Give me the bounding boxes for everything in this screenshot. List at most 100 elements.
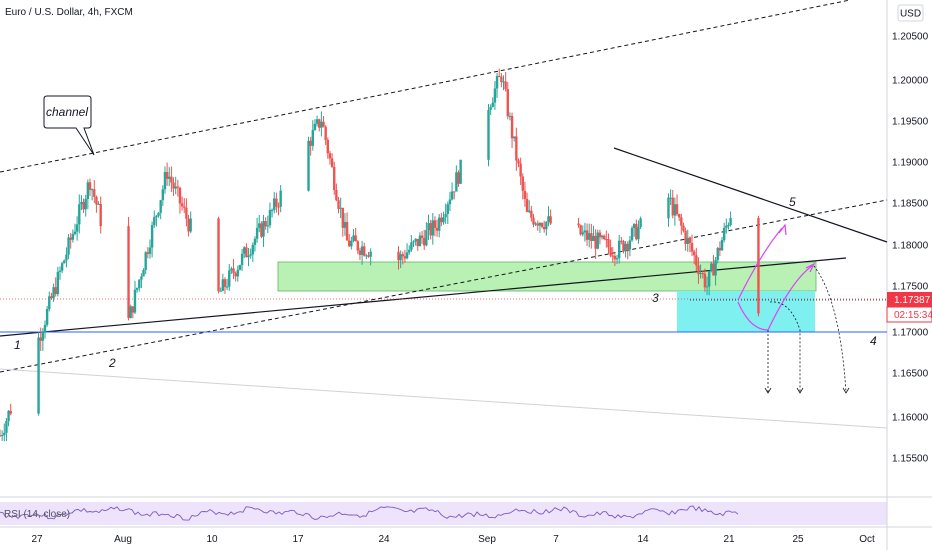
candle-body[interactable] xyxy=(498,76,501,78)
target-zone[interactable] xyxy=(677,291,815,332)
candle-body[interactable] xyxy=(459,159,462,184)
candle-body[interactable] xyxy=(594,235,597,249)
candle-body[interactable] xyxy=(620,240,623,242)
candle-body[interactable] xyxy=(360,246,364,255)
candle-body[interactable] xyxy=(412,241,415,243)
candle-body[interactable] xyxy=(273,198,276,210)
candle-body[interactable] xyxy=(688,237,692,244)
candle-body[interactable] xyxy=(363,246,366,256)
candle-body[interactable] xyxy=(185,207,188,219)
candle-body[interactable] xyxy=(157,212,160,216)
candle-body[interactable] xyxy=(168,176,171,179)
candle-body[interactable] xyxy=(161,189,165,201)
candle-body[interactable] xyxy=(73,231,77,235)
candle-body[interactable] xyxy=(260,223,263,237)
candle-body[interactable] xyxy=(69,237,72,240)
candle-body[interactable] xyxy=(133,289,137,313)
candle-body[interactable] xyxy=(313,123,317,130)
candle-body[interactable] xyxy=(275,198,278,207)
candle-body[interactable] xyxy=(592,235,595,241)
candle-body[interactable] xyxy=(519,163,522,177)
candle-body[interactable] xyxy=(140,276,143,280)
candle-body[interactable] xyxy=(707,270,711,287)
candle-body[interactable] xyxy=(39,337,42,341)
candle-body[interactable] xyxy=(337,200,340,209)
candle-body[interactable] xyxy=(82,201,85,210)
candle-body[interactable] xyxy=(165,171,169,179)
candle-body[interactable] xyxy=(607,239,610,248)
candle-body[interactable] xyxy=(502,81,505,83)
projection-down-path[interactable] xyxy=(737,301,769,331)
candle-body[interactable] xyxy=(238,264,242,270)
candle-body[interactable] xyxy=(97,203,100,205)
candle-body[interactable] xyxy=(9,410,12,414)
candle-body[interactable] xyxy=(710,263,713,271)
candle-body[interactable] xyxy=(425,230,428,246)
candle-body[interactable] xyxy=(587,233,591,240)
candle-body[interactable] xyxy=(403,256,407,259)
candle-body[interactable] xyxy=(251,244,255,255)
candle-body[interactable] xyxy=(225,286,229,288)
candle-body[interactable] xyxy=(7,410,10,422)
candle-body[interactable] xyxy=(613,255,617,260)
candle-body[interactable] xyxy=(611,255,614,257)
candle-body[interactable] xyxy=(532,217,535,225)
candle-body[interactable] xyxy=(174,186,177,189)
candle-body[interactable] xyxy=(37,337,40,414)
candle-body[interactable] xyxy=(615,258,619,260)
candle-body[interactable] xyxy=(88,182,92,190)
candle-body[interactable] xyxy=(178,187,182,204)
candle-body[interactable] xyxy=(542,226,546,230)
candle-body[interactable] xyxy=(52,287,55,299)
channel-lower-line[interactable] xyxy=(0,199,888,373)
candle-body[interactable] xyxy=(583,230,587,233)
candle-body[interactable] xyxy=(577,223,580,226)
candle-body[interactable] xyxy=(155,215,158,218)
candle-body[interactable] xyxy=(48,296,51,309)
candle-body[interactable] xyxy=(326,139,330,154)
candle-body[interactable] xyxy=(159,200,162,213)
candle-body[interactable] xyxy=(219,290,222,292)
price-axis[interactable]: USD 1.20500 1.20000 1.19500 1.19000 1.18… xyxy=(886,4,932,465)
channel-callout[interactable]: channel xyxy=(43,95,95,156)
candle-body[interactable] xyxy=(440,217,443,223)
candle-body[interactable] xyxy=(442,217,445,223)
candle-body[interactable] xyxy=(245,247,248,258)
candle-body[interactable] xyxy=(279,190,282,207)
candle-body[interactable] xyxy=(579,225,582,235)
candle-body[interactable] xyxy=(433,220,437,228)
candle-body[interactable] xyxy=(510,115,514,139)
candle-body[interactable] xyxy=(690,243,694,252)
candle-body[interactable] xyxy=(729,218,732,226)
candle-body[interactable] xyxy=(515,136,518,161)
candle-body[interactable] xyxy=(699,273,702,275)
candle-body[interactable] xyxy=(5,421,8,433)
candle-body[interactable] xyxy=(725,225,728,228)
candle-body[interactable] xyxy=(410,242,413,250)
candle-body[interactable] xyxy=(508,115,512,117)
candle-body[interactable] xyxy=(324,126,327,140)
candle-body[interactable] xyxy=(408,249,411,253)
candle-body[interactable] xyxy=(217,218,220,292)
candle-body[interactable] xyxy=(716,247,719,261)
candle-body[interactable] xyxy=(266,225,270,227)
candle-body[interactable] xyxy=(635,223,638,240)
candle-body[interactable] xyxy=(138,279,141,288)
candle-body[interactable] xyxy=(423,238,426,246)
candle-body[interactable] xyxy=(714,260,717,276)
candle-body[interactable] xyxy=(333,166,336,191)
candle-body[interactable] xyxy=(420,235,424,239)
candle-body[interactable] xyxy=(448,199,452,205)
candle-body[interactable] xyxy=(268,209,272,226)
candle-body[interactable] xyxy=(350,240,353,247)
candle-body[interactable] xyxy=(255,227,259,239)
candle-body[interactable] xyxy=(617,240,621,259)
candle-body[interactable] xyxy=(630,228,634,241)
candle-body[interactable] xyxy=(56,271,60,295)
candle-body[interactable] xyxy=(695,255,698,266)
candle-body[interactable] xyxy=(491,102,494,108)
candle-body[interactable] xyxy=(416,238,419,247)
candle-body[interactable] xyxy=(236,269,240,277)
candle-body[interactable] xyxy=(45,308,49,325)
candle-body[interactable] xyxy=(58,270,62,272)
